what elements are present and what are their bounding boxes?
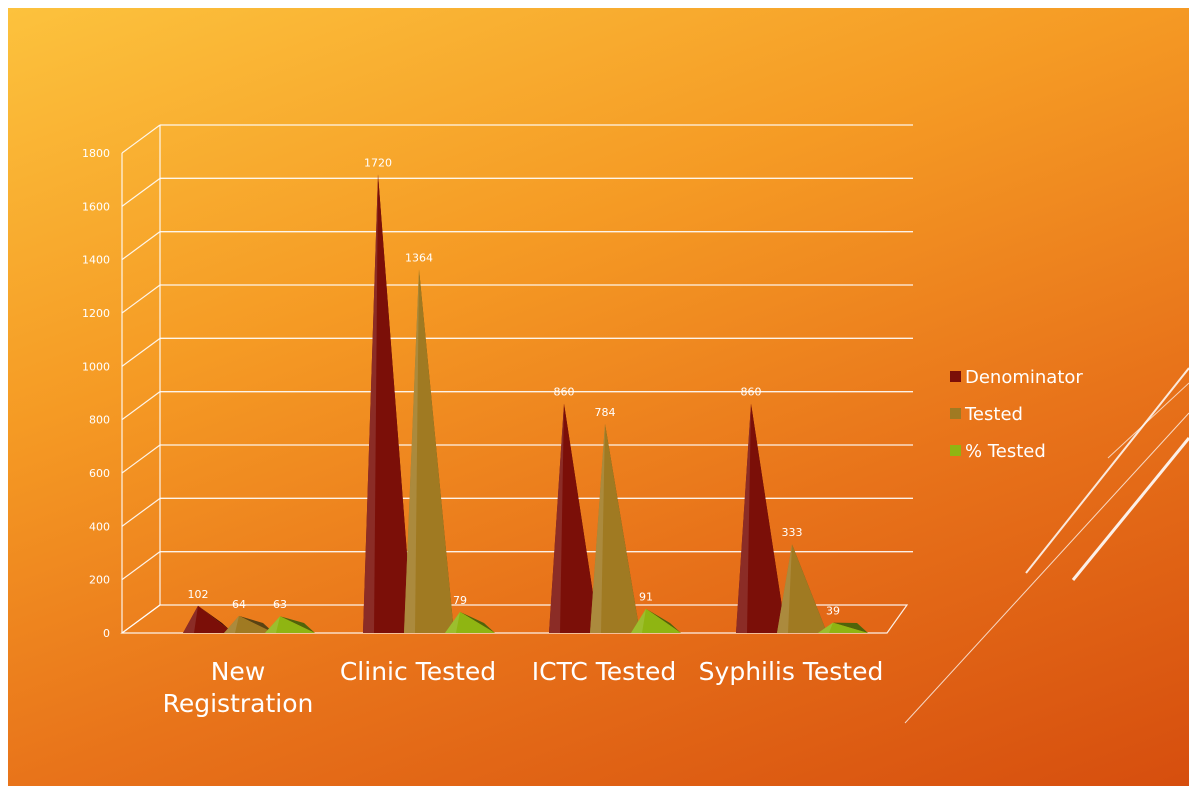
bar-highlight — [445, 611, 460, 633]
legend-swatch — [950, 445, 961, 456]
bar-highlight — [590, 423, 605, 633]
data-label: 39 — [826, 605, 840, 618]
data-label: 91 — [639, 591, 653, 604]
data-label: 784 — [595, 406, 616, 419]
category-label: New — [211, 657, 266, 686]
bar-highlight — [224, 615, 239, 633]
gridline-diagonal — [121, 444, 161, 474]
decorative-lines — [904, 367, 1189, 724]
gridline-diagonal — [121, 604, 161, 634]
data-label: 860 — [741, 386, 762, 399]
y-tick-label: 200 — [89, 574, 110, 587]
gridline-diagonal — [121, 231, 161, 261]
y-tick-label: 800 — [89, 414, 110, 427]
legend-swatch — [950, 408, 961, 419]
bar-highlight — [265, 616, 280, 633]
data-label: 64 — [232, 598, 246, 611]
bar-side-face — [646, 608, 681, 633]
bar-highlight — [404, 269, 419, 633]
bar-highlight — [549, 403, 564, 633]
gridline-diagonal — [121, 551, 161, 581]
data-label: 102 — [188, 588, 209, 601]
y-tick-label: 400 — [89, 520, 110, 533]
slide-background: 0 200 400 600 800 1000 1200 1400 1600 1800 102 64 6… — [8, 8, 1189, 786]
data-label: 1364 — [405, 251, 433, 264]
y-tick-label: 600 — [89, 467, 110, 480]
data-label: 333 — [782, 526, 803, 539]
data-label: 63 — [273, 598, 287, 611]
category-label: Syphilis Tested — [699, 657, 884, 686]
category-label: ICTC Tested — [532, 657, 677, 686]
gridline-diagonal — [121, 337, 161, 367]
y-tick-label: 1800 — [82, 147, 110, 160]
bar-highlight — [818, 622, 833, 633]
y-tick-label: 1200 — [82, 307, 110, 320]
gridline-diagonal — [121, 177, 161, 207]
bar-highlight — [777, 544, 792, 633]
category-label: Clinic Tested — [340, 657, 496, 686]
data-label: 860 — [554, 386, 575, 399]
y-tick-label: 1000 — [82, 360, 110, 373]
gridline-diagonal — [121, 391, 161, 421]
gridline-diagonal — [121, 284, 161, 314]
bar-highlight — [736, 403, 751, 633]
y-tick-label: 1600 — [82, 200, 110, 213]
bar-highlight — [183, 605, 198, 633]
y-tick-label: 0 — [103, 627, 110, 640]
gridline-diagonal — [121, 124, 161, 154]
gridline-diagonal — [121, 497, 161, 527]
pyramid-bar-chart: 0 200 400 600 800 1000 1200 1400 1600 1800 102 64 6… — [82, 124, 1189, 724]
legend-swatch — [950, 371, 961, 382]
bar-highlight — [363, 174, 378, 634]
legend-label: Denominator — [965, 367, 1083, 388]
category-label: Registration — [163, 689, 314, 718]
legend-label: % Tested — [965, 441, 1046, 462]
data-label: 1720 — [364, 156, 392, 169]
bar-side-face — [280, 616, 315, 633]
bar-highlight — [631, 608, 646, 633]
y-tick-label: 1400 — [82, 254, 110, 267]
data-label: 79 — [453, 594, 467, 607]
bar-side-face — [198, 605, 233, 633]
legend-label: Tested — [964, 404, 1023, 425]
